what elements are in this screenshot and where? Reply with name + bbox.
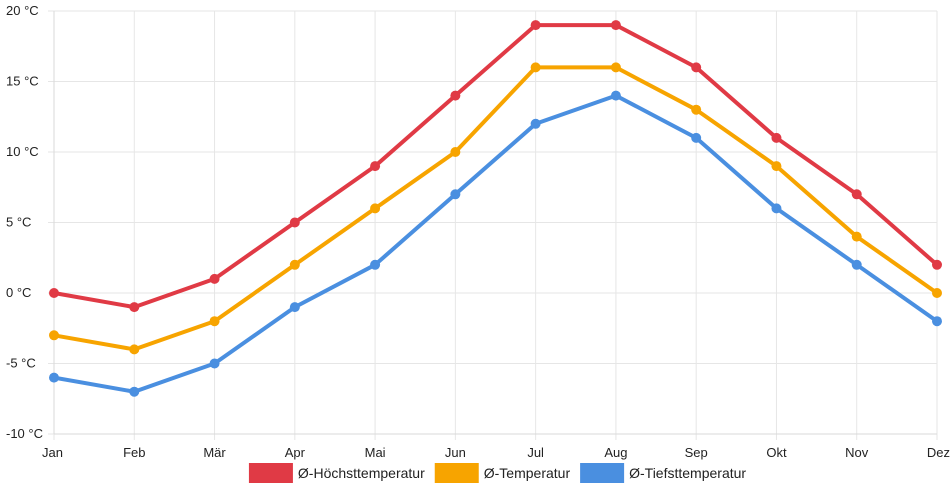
data-point[interactable]	[851, 231, 862, 242]
legend[interactable]: Ø-Höchsttemperatur Ø-Temperatur Ø-Tiefstte…	[248, 463, 746, 483]
y-tick-label: 20 °C	[6, 3, 39, 18]
series-Ø-Tiefsttemperatur	[49, 90, 942, 397]
y-tick-label: -5 °C	[6, 356, 36, 371]
data-point[interactable]	[289, 302, 300, 313]
data-point[interactable]	[209, 273, 220, 284]
series-layer	[49, 20, 942, 397]
data-point[interactable]	[370, 203, 381, 214]
legend-label: Ø-Tiefsttemperatur	[629, 465, 746, 481]
series-Ø-Höchsttemperatur	[49, 20, 942, 313]
data-point[interactable]	[851, 189, 862, 200]
data-point[interactable]	[289, 259, 300, 270]
y-axis: -10 °C -5 °C 0 °C 5 °C 10 °C 15 °C 20 °C	[6, 3, 43, 441]
x-tick-label: Jul	[527, 445, 544, 460]
data-point[interactable]	[691, 104, 702, 115]
data-point[interactable]	[771, 161, 782, 172]
data-point[interactable]	[209, 316, 220, 327]
series-line	[52, 65, 939, 352]
x-tick-label: Mai	[365, 445, 386, 460]
data-point[interactable]	[129, 302, 140, 313]
series-line	[52, 23, 939, 310]
data-point[interactable]	[450, 147, 461, 157]
data-point[interactable]	[691, 132, 702, 143]
x-tick-label: Nov	[845, 445, 869, 460]
data-point[interactable]	[610, 20, 621, 31]
y-tick-label: 0 °C	[6, 285, 31, 300]
y-tick-label: 10 °C	[6, 144, 39, 159]
legend-swatch	[248, 463, 293, 483]
data-point[interactable]	[49, 330, 59, 341]
x-axis: Jan Feb Mär Apr Mai Jun Jul Aug Sep Okt Nov Dez	[42, 445, 950, 460]
x-tick-label: Jun	[445, 445, 466, 460]
data-point[interactable]	[932, 316, 942, 327]
legend-swatch	[434, 463, 479, 483]
legend-swatch	[580, 463, 625, 483]
legend-item[interactable]: Ø-Temperatur	[434, 463, 571, 483]
grid	[48, 10, 938, 440]
data-point[interactable]	[530, 118, 541, 129]
data-point[interactable]	[530, 20, 541, 31]
x-tick-label: Sep	[685, 445, 708, 460]
data-point[interactable]	[370, 161, 381, 172]
x-tick-label: Aug	[604, 445, 627, 460]
x-tick-label: Apr	[285, 445, 306, 460]
data-point[interactable]	[932, 259, 942, 270]
series-Ø-Temperatur	[49, 62, 942, 355]
y-tick-label: -10 °C	[6, 426, 43, 441]
data-point[interactable]	[209, 358, 220, 369]
x-tick-label: Jan	[42, 445, 63, 460]
data-point[interactable]	[370, 259, 381, 270]
data-point[interactable]	[932, 288, 942, 298]
data-point[interactable]	[851, 259, 862, 270]
data-point[interactable]	[771, 203, 782, 214]
y-tick-label: 5 °C	[6, 215, 31, 230]
data-point[interactable]	[129, 344, 140, 355]
x-tick-label: Mär	[203, 445, 226, 460]
series-line	[52, 93, 939, 394]
y-tick-label: 15 °C	[6, 74, 39, 89]
legend-label: Ø-Höchsttemperatur	[298, 465, 425, 481]
data-point[interactable]	[289, 217, 300, 228]
legend-label: Ø-Temperatur	[484, 465, 571, 481]
data-point[interactable]	[450, 90, 461, 101]
data-point[interactable]	[49, 288, 59, 298]
x-tick-label: Okt	[766, 445, 787, 460]
legend-item[interactable]: Ø-Höchsttemperatur	[248, 463, 425, 483]
x-tick-label: Feb	[123, 445, 145, 460]
x-tick-label: Dez	[927, 445, 950, 460]
data-point[interactable]	[610, 62, 621, 73]
data-point[interactable]	[450, 189, 461, 200]
legend-item[interactable]: Ø-Tiefsttemperatur	[580, 463, 746, 483]
data-point[interactable]	[530, 62, 541, 73]
data-point[interactable]	[691, 62, 702, 73]
data-point[interactable]	[129, 386, 140, 397]
data-point[interactable]	[771, 132, 782, 143]
data-point[interactable]	[49, 372, 59, 383]
data-point[interactable]	[610, 90, 621, 101]
